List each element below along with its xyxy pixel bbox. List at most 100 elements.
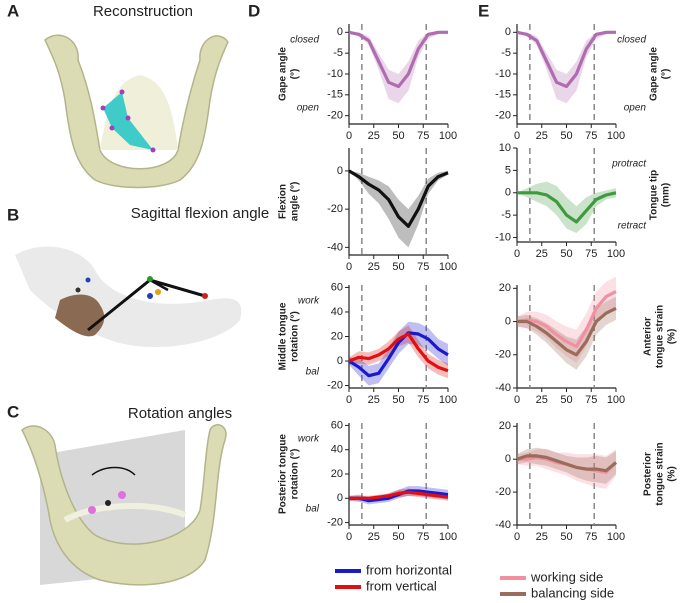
mandible-rotation-view (21, 424, 227, 586)
y-tick-label: -5 (501, 47, 511, 59)
error-band (517, 181, 616, 233)
x-tick-label: 75 (585, 248, 597, 260)
y-axis-label: (°) (290, 69, 301, 80)
x-tick-label: 25 (368, 130, 380, 142)
legend-label: balancing side (531, 585, 614, 600)
x-tick-label: 100 (607, 130, 625, 142)
y-axis-label: Posterior (643, 452, 654, 496)
line (348, 30, 448, 89)
y-tick-label: -40 (495, 519, 511, 531)
line (517, 191, 617, 224)
annotation: work (298, 296, 320, 307)
x-tick-label: 25 (368, 531, 380, 543)
x-tick-label: 50 (392, 531, 404, 543)
panel-label: C (7, 402, 19, 421)
y-tick-label: -20 (327, 110, 343, 122)
x-tick-label: 100 (607, 531, 625, 543)
error-band (349, 170, 448, 248)
y-tick-label: -15 (495, 89, 511, 101)
y-tick-label: -5 (333, 47, 343, 59)
error-band (349, 32, 448, 104)
y-tick-label: 60 (331, 419, 343, 431)
y-tick-label: -20 (495, 486, 511, 498)
x-tick-label: 100 (607, 248, 625, 260)
x-tick-label: 25 (536, 394, 548, 406)
panel-title: Rotation angles (128, 405, 232, 422)
annotation: work (298, 434, 320, 445)
y-tick-label: 40 (331, 444, 343, 456)
x-tick-label: 25 (536, 130, 548, 142)
y-axis-label: Tongue tip (649, 170, 660, 220)
x-tick-label: 50 (560, 248, 572, 260)
legend-label: working side (530, 569, 603, 584)
y-tick-label: -20 (495, 110, 511, 122)
x-tick-label: 100 (439, 261, 457, 273)
x-tick-label: 25 (536, 248, 548, 260)
annotation: closed (290, 35, 319, 46)
y-tick-label: 0 (505, 315, 511, 327)
y-axis-label: tongue strain (655, 305, 666, 368)
x-tick-label: 0 (346, 394, 352, 406)
y-tick-label: 20 (499, 282, 511, 294)
x-tick-label: 0 (514, 248, 520, 260)
x-tick-label: 75 (417, 394, 429, 406)
line (516, 454, 618, 473)
panel-label: A (7, 1, 19, 20)
annotation: open (297, 103, 320, 114)
skull-side-view (15, 246, 242, 348)
x-tick-label: 100 (439, 394, 457, 406)
y-axis-label: (%) (667, 466, 678, 482)
annotation: protract (611, 159, 647, 170)
x-tick-label: 0 (346, 531, 352, 543)
x-tick-label: 50 (392, 261, 404, 273)
y-axis-label: (mm) (661, 183, 672, 207)
y-tick-label: -20 (495, 349, 511, 361)
x-tick-label: 100 (439, 130, 457, 142)
y-axis-label: rotation (°) (290, 311, 301, 362)
annotation: open (624, 103, 647, 114)
y-tick-label: 10 (499, 142, 511, 154)
y-tick-label: 0 (337, 26, 343, 38)
y-axis-label: Flexion (278, 184, 289, 219)
line (348, 332, 449, 373)
panel-title: Sagittal flexion angle (131, 205, 269, 222)
panel-label: E (478, 1, 489, 20)
y-axis-label: Gape angle (649, 47, 660, 101)
x-tick-label: 0 (514, 531, 520, 543)
y-axis-label: (°) (661, 69, 672, 80)
y-tick-label: 0 (505, 453, 511, 465)
y-tick-label: 0 (505, 26, 511, 38)
y-tick-label: -5 (501, 209, 511, 221)
x-tick-label: 100 (439, 531, 457, 543)
panel-title: Reconstruction (93, 3, 193, 20)
y-axis-label: Gape angle (278, 47, 289, 101)
x-tick-label: 50 (392, 394, 404, 406)
x-tick-label: 0 (514, 130, 520, 142)
y-tick-label: 0 (505, 187, 511, 199)
line (349, 490, 449, 500)
panel-label: B (7, 205, 19, 224)
annotation: bal (306, 367, 320, 378)
y-tick-label: 0 (337, 165, 343, 177)
x-tick-label: 75 (417, 261, 429, 273)
annotation: retract (618, 221, 648, 232)
y-tick-label: -10 (495, 231, 511, 243)
line (517, 306, 617, 357)
y-tick-label: -20 (327, 516, 343, 528)
x-tick-label: 75 (585, 531, 597, 543)
x-tick-label: 50 (560, 130, 572, 142)
x-tick-label: 25 (368, 261, 380, 273)
y-tick-label: 0 (337, 355, 343, 367)
y-tick-label: -15 (327, 89, 343, 101)
x-tick-label: 0 (346, 261, 352, 273)
y-axis-label: tongue strain (655, 442, 666, 505)
line (516, 290, 617, 349)
y-axis-label: Anterior (643, 317, 654, 356)
